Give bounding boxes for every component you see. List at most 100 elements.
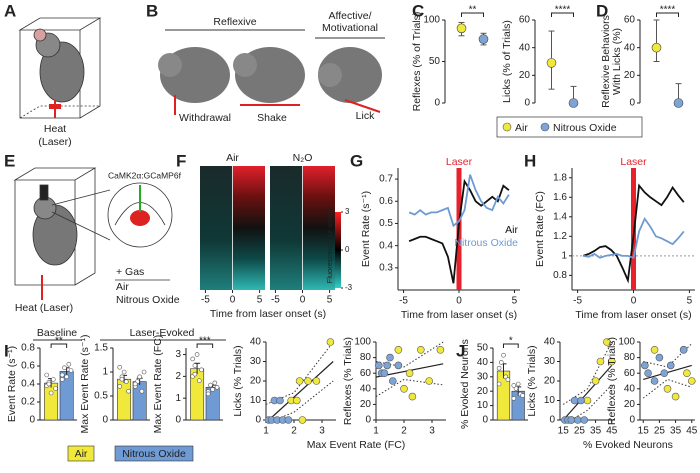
label: Affective/: [329, 10, 372, 22]
point: [192, 363, 198, 368]
y-tick-label: 0: [629, 415, 635, 426]
point: [137, 374, 142, 380]
point: [416, 345, 425, 354]
x-tick-label: 3: [429, 426, 435, 437]
y-axis-label: Reflexes (% Trials): [342, 337, 354, 425]
heatmap-pre: [270, 166, 303, 290]
y-tick-label: 0.6: [21, 361, 35, 372]
point: [326, 338, 335, 346]
y-tick-label: 40: [519, 42, 531, 53]
x-tick-label: 15: [558, 426, 570, 437]
colorbar: [335, 212, 341, 288]
x-tick-label: 35: [670, 426, 682, 437]
y-tick-label: 10: [250, 395, 262, 406]
line: [583, 216, 685, 259]
x-tick-label: -5: [573, 296, 582, 307]
point: [304, 377, 312, 385]
line: [408, 178, 510, 284]
point: [59, 372, 65, 378]
y-tick-label: 0: [549, 415, 555, 426]
panel-letter: B: [146, 1, 158, 20]
x-tick-label: 0: [456, 296, 462, 307]
significance: ****: [660, 5, 676, 16]
y-tick-label: 80: [360, 352, 372, 363]
y-tick-label: 20: [519, 70, 531, 81]
point: [580, 416, 589, 424]
legend-swatch: [114, 445, 194, 462]
y-tick-label: 1.8: [553, 172, 567, 183]
event-label: Laser: [446, 156, 473, 168]
y-tick-label: 3: [175, 349, 181, 360]
y-tick-label: 0: [365, 415, 371, 426]
point: [68, 368, 74, 373]
y-tick-label: 30: [477, 371, 489, 382]
y-tick-label: 20: [624, 70, 636, 81]
panel-letter: H: [524, 151, 536, 170]
panel-letter: C: [412, 1, 424, 20]
significance-bracket: [503, 343, 519, 348]
point: [64, 374, 69, 380]
point: [386, 353, 394, 362]
significance-bracket: [656, 12, 679, 17]
point: [298, 416, 307, 424]
x-tick-label: 1: [373, 426, 379, 437]
point: [570, 396, 579, 405]
legend-label: Air: [515, 122, 528, 134]
y-axis-label: Max Event Rate (s⁻¹): [79, 335, 91, 434]
y-tick-label: 40: [544, 337, 556, 348]
point: [520, 393, 525, 398]
point: [591, 377, 600, 385]
point: [577, 396, 585, 405]
significance: *: [509, 336, 513, 347]
point: [121, 369, 127, 375]
point: [46, 381, 52, 387]
y-axis-label: Max Event Rate (FC): [152, 335, 164, 434]
significance-bracket: [551, 12, 574, 17]
x-tick-label: 2: [291, 426, 297, 437]
point: [671, 392, 680, 401]
panel-letter: F: [176, 151, 186, 170]
legend-swatch: [67, 445, 95, 462]
point: [208, 382, 213, 388]
point: [394, 345, 403, 354]
x-tick-label: 5: [257, 295, 263, 306]
point: [436, 345, 445, 354]
significance-bracket: [196, 343, 214, 348]
x-tick-label: 15: [638, 426, 650, 437]
point: [190, 356, 195, 362]
point: [44, 372, 50, 378]
point: [117, 364, 122, 370]
significance: **: [469, 5, 477, 16]
heatmap-post: [302, 166, 335, 290]
y-tick-label: 0: [524, 98, 530, 109]
y-tick-label: 40: [624, 383, 636, 394]
y-tick-label: 80: [624, 352, 636, 363]
panel-letter: A: [4, 1, 16, 20]
confidence-band: [571, 384, 613, 421]
y-tick-label: 20: [360, 399, 372, 410]
dot: [478, 34, 489, 44]
legend-swatch: [540, 122, 550, 132]
y-tick-label: 1.6: [553, 192, 567, 203]
point: [276, 396, 284, 405]
y-tick-label: 0: [629, 98, 635, 109]
y-tick-label: 60: [360, 368, 372, 379]
point: [405, 369, 414, 378]
y-axis-label: Reflexes (% Trials): [606, 337, 618, 425]
point: [505, 377, 511, 382]
point: [214, 384, 220, 390]
point: [117, 384, 122, 389]
panel-letters: A B C D E F G H I J: [4, 1, 608, 360]
heatmap-post: [232, 166, 265, 290]
line: [408, 174, 510, 228]
legend-swatch: [502, 122, 512, 132]
y-tick-label: 0: [255, 415, 261, 426]
x-tick-label: 5: [327, 295, 333, 306]
point: [119, 376, 125, 382]
y-tick-label: 40: [624, 42, 636, 53]
point: [284, 416, 293, 424]
label: Reflexive: [213, 16, 256, 28]
label: + Gas: [116, 266, 144, 278]
y-tick-label: 60: [624, 368, 636, 379]
x-axis-label: Time from laser onset (s): [210, 308, 326, 320]
